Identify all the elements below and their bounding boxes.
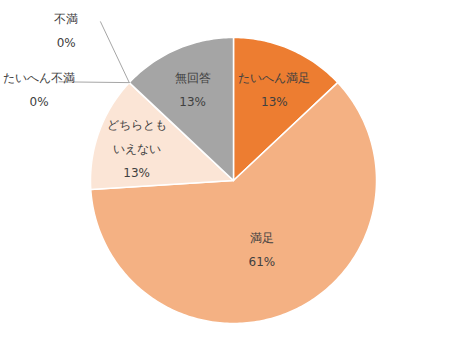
- svg-text:不満0%: 不満0%: [54, 12, 78, 50]
- svg-text:どちらともいえない13%: どちらともいえない13%: [107, 118, 167, 180]
- svg-text:満足61%: 満足61%: [249, 231, 276, 269]
- svg-text:たいへん満足13%: たいへん満足13%: [238, 71, 310, 109]
- svg-text:たいへん不満0%: たいへん不満0%: [3, 71, 75, 109]
- svg-text:無回答13%: 無回答13%: [175, 71, 211, 109]
